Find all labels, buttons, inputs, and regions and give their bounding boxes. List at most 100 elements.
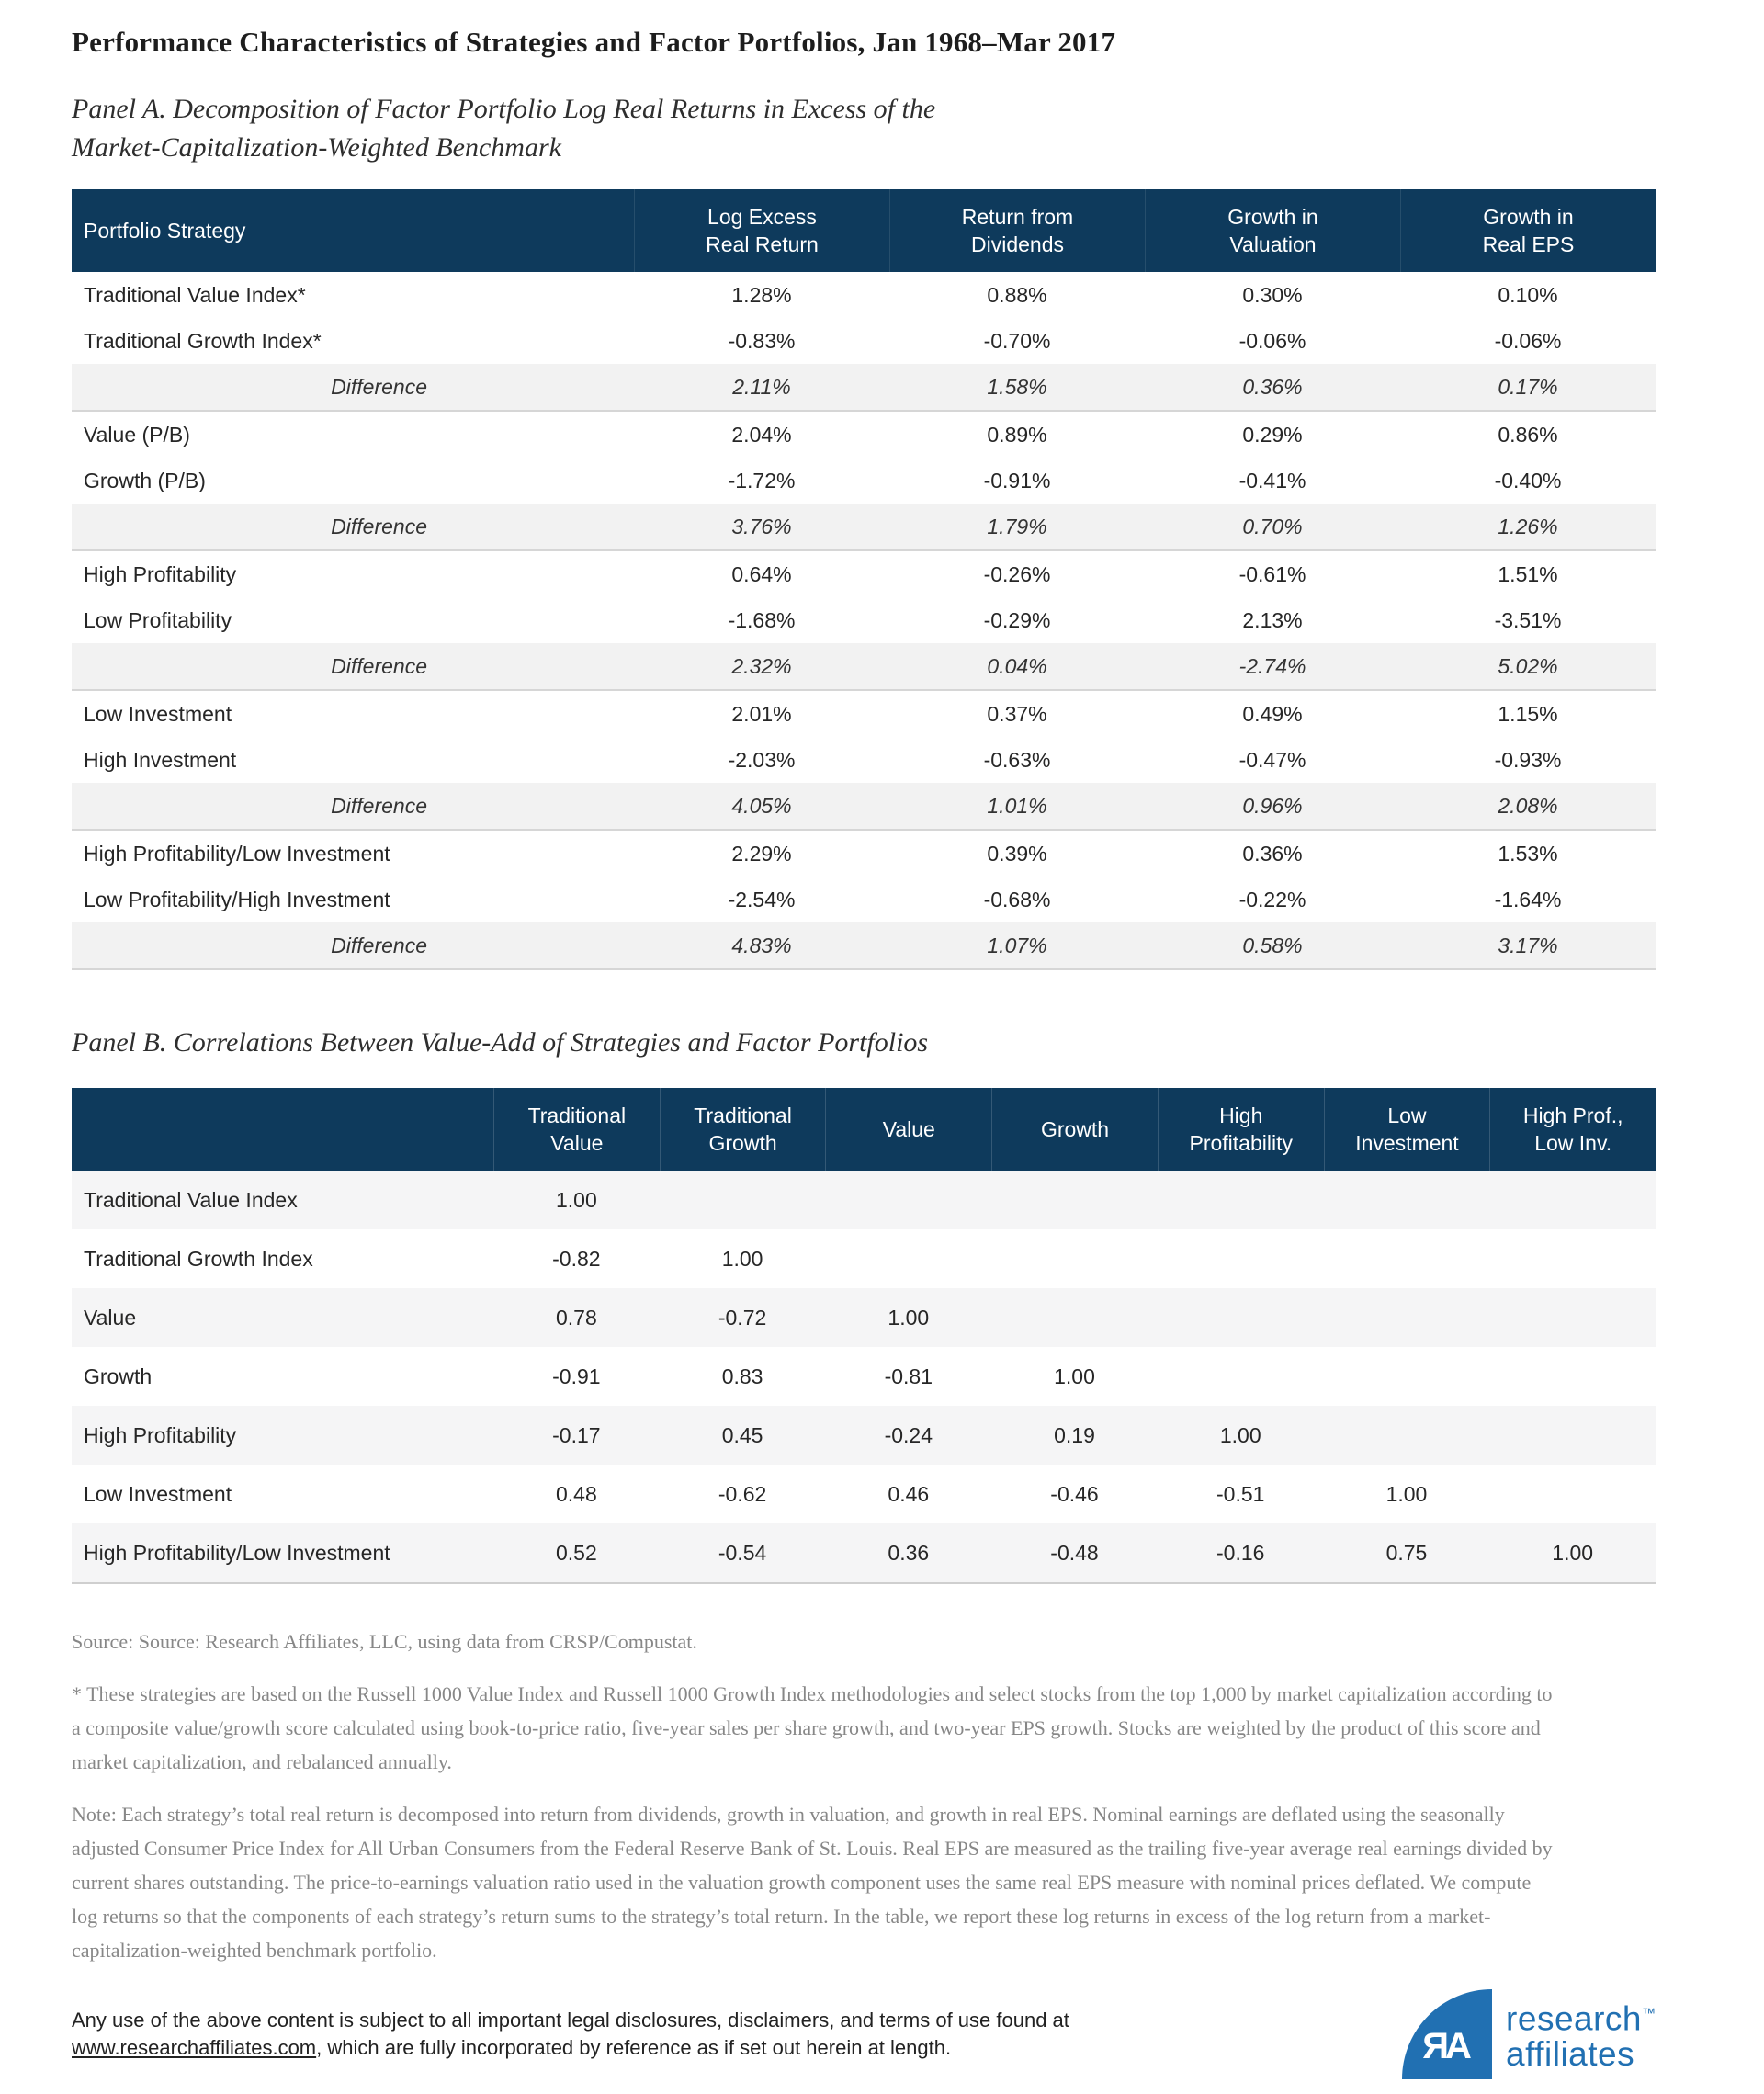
value-cell: 0.36% (1242, 841, 1303, 866)
panel-b-table: Traditional Value Traditional Growth Val… (72, 1088, 1656, 1584)
value-cell: 0.37% (987, 701, 1047, 726)
value-cell: 2.01% (731, 701, 792, 726)
panel-b-row: High Profitability -0.17 0.45 -0.24 0.19 1.00 (72, 1406, 1656, 1465)
value-cell: -2.54% (728, 887, 796, 911)
strategy-label: Low Profitability/High Investment (84, 887, 390, 911)
panel-a-header-growth-in-real-eps: Growth in Real EPS (1400, 189, 1656, 272)
panel-b-row: Growth -0.91 0.83 -0.81 1.00 (72, 1347, 1656, 1406)
strategy-label: Difference (331, 793, 427, 818)
panel-a-header-growth-in-valuation: Growth in Valuation (1145, 189, 1400, 272)
strategy-label: Growth (P/B) (84, 468, 206, 492)
correlation-cell: -0.72 (718, 1305, 767, 1330)
correlation-cell: 0.78 (555, 1305, 597, 1330)
value-cell: -3.51% (1494, 607, 1562, 632)
strategy-label: Difference (331, 933, 427, 957)
correlation-cell: -0.16 (1216, 1540, 1265, 1565)
methodology-note: Note: Each strategy’s total real return … (72, 1803, 1553, 1962)
value-cell: 0.88% (987, 282, 1047, 307)
correlation-cell: 1.00 (1054, 1364, 1095, 1388)
correlation-cell: 1.00 (888, 1305, 930, 1330)
value-cell: 1.28% (731, 282, 792, 307)
panel-a-header-return-from-dividends: Return from Dividends (889, 189, 1145, 272)
panel-a-header-row: Portfolio Strategy Log Excess Real Retur… (72, 189, 1656, 272)
research-affiliates-logo: ЯA research™ affiliates (1402, 1989, 1656, 2079)
value-cell: 0.58% (1242, 933, 1303, 957)
value-cell: -2.74% (1238, 653, 1306, 678)
value-cell: 3.76% (731, 514, 792, 538)
legal-suffix: , which are fully incorporated by refere… (316, 2036, 952, 2059)
correlation-cell: -0.81 (884, 1364, 933, 1388)
panel-b-row: Traditional Value Index 1.00 (72, 1171, 1656, 1229)
correlation-cell: 1.00 (721, 1246, 763, 1271)
panel-a-strategy-row: Low Investment 2.01% 0.37% 0.49% 1.15% (72, 691, 1656, 737)
strategy-label: Value (84, 1305, 137, 1330)
value-cell: -0.40% (1494, 468, 1562, 492)
panel-b-heading: Panel B. Correlations Between Value-Add … (72, 1027, 929, 1058)
value-cell: 5.02% (1498, 653, 1558, 678)
correlation-cell: -0.24 (884, 1422, 933, 1447)
correlation-cell: -0.91 (552, 1364, 601, 1388)
panel-b-header-value: Value (825, 1088, 991, 1171)
value-cell: 4.05% (731, 793, 792, 818)
panel-a-heading-line2: Market-Capitalization-Weighted Benchmark (72, 132, 561, 163)
logo-wordmark: research™ affiliates (1506, 1997, 1656, 2071)
strategy-label: Growth (84, 1364, 153, 1388)
value-cell: -0.91% (983, 468, 1051, 492)
value-cell: -1.64% (1494, 887, 1562, 911)
correlation-cell: -0.48 (1050, 1540, 1099, 1565)
panel-a-difference-row: Difference 4.83% 1.07% 0.58% 3.17% (72, 922, 1656, 970)
source-line: Source: Source: Research Affiliates, LLC… (72, 1630, 697, 1653)
value-cell: -0.41% (1238, 468, 1306, 492)
value-cell: 0.70% (1242, 514, 1303, 538)
value-cell: 0.36% (1242, 374, 1303, 399)
value-cell: -0.26% (983, 561, 1051, 586)
value-cell: -0.06% (1494, 328, 1562, 353)
strategy-label: High Profitability (84, 561, 237, 586)
strategy-label: Difference (331, 514, 427, 538)
research-affiliates-link[interactable]: www.researchaffiliates.com (72, 2036, 317, 2059)
correlation-cell: -0.82 (552, 1246, 601, 1271)
panel-a-strategy-row: High Profitability/Low Investment 2.29% 0.… (72, 831, 1656, 877)
value-cell: -1.72% (728, 468, 796, 492)
correlation-cell: 0.19 (1054, 1422, 1095, 1447)
panel-b-header-growth: Growth (991, 1088, 1158, 1171)
panel-a-heading-line1: Panel A. Decomposition of Factor Portfol… (72, 94, 936, 124)
value-cell: 2.29% (731, 841, 792, 866)
value-cell: 2.32% (731, 653, 792, 678)
panel-a-header-portfolio-strategy: Portfolio Strategy (84, 218, 246, 243)
panel-a-strategy-row: High Investment -2.03% -0.63% -0.47% -0.93% (72, 737, 1656, 783)
strategy-label: Value (P/B) (84, 422, 190, 447)
value-cell: 1.51% (1498, 561, 1558, 586)
value-cell: -0.22% (1238, 887, 1306, 911)
strategy-label: Traditional Growth Index (84, 1246, 313, 1271)
panel-a-body: Traditional Value Index* 1.28% 0.88% 0.30% 0… (72, 272, 1656, 970)
strategy-label: Low Investment (84, 701, 232, 726)
correlation-cell: -0.17 (552, 1422, 601, 1447)
panel-a-strategy-row: Growth (P/B) -1.72% -0.91% -0.41% -0.40% (72, 458, 1656, 504)
strategy-label: Low Investment (84, 1481, 232, 1506)
value-cell: 2.04% (731, 422, 792, 447)
value-cell: -1.68% (728, 607, 796, 632)
footer: Any use of the above content is subject … (72, 1989, 1656, 2079)
ra-logo-mark-icon: ЯA (1402, 1989, 1493, 2079)
panel-a-difference-row: Difference 2.11% 1.58% 0.36% 0.17% (72, 364, 1656, 412)
panel-a-strategy-row: High Profitability 0.64% -0.26% -0.61% 1.51% (72, 551, 1656, 597)
legal-disclaimer: Any use of the above content is subject … (72, 2007, 1069, 2062)
strategy-label: Traditional Growth Index* (84, 328, 322, 353)
value-cell: 1.15% (1498, 701, 1558, 726)
value-cell: 1.26% (1498, 514, 1558, 538)
page-title: Performance Characteristics of Strategie… (72, 26, 1116, 58)
panel-b-header-row: Traditional Value Traditional Growth Val… (72, 1088, 1656, 1171)
panel-b-row: Traditional Growth Index -0.82 1.00 (72, 1229, 1656, 1288)
panel-b-header-high-prof-low-inv: High Prof., Low Inv. (1489, 1088, 1656, 1171)
correlation-cell: 1.00 (1552, 1540, 1594, 1565)
panel-a-strategy-row: Low Profitability/High Investment -2.54% -… (72, 877, 1656, 922)
value-cell: -0.63% (983, 747, 1051, 772)
value-cell: 1.53% (1498, 841, 1558, 866)
value-cell: 0.29% (1242, 422, 1303, 447)
panel-a-header-log-excess-real-return: Log Excess Real Return (634, 189, 889, 272)
panel-a-heading: Panel A. Decomposition of Factor Portfol… (72, 90, 1656, 167)
panel-a-difference-row: Difference 2.32% 0.04% -2.74% 5.02% (72, 643, 1656, 691)
asterisk-footnote: * These strategies are based on the Russ… (72, 1682, 1553, 1773)
